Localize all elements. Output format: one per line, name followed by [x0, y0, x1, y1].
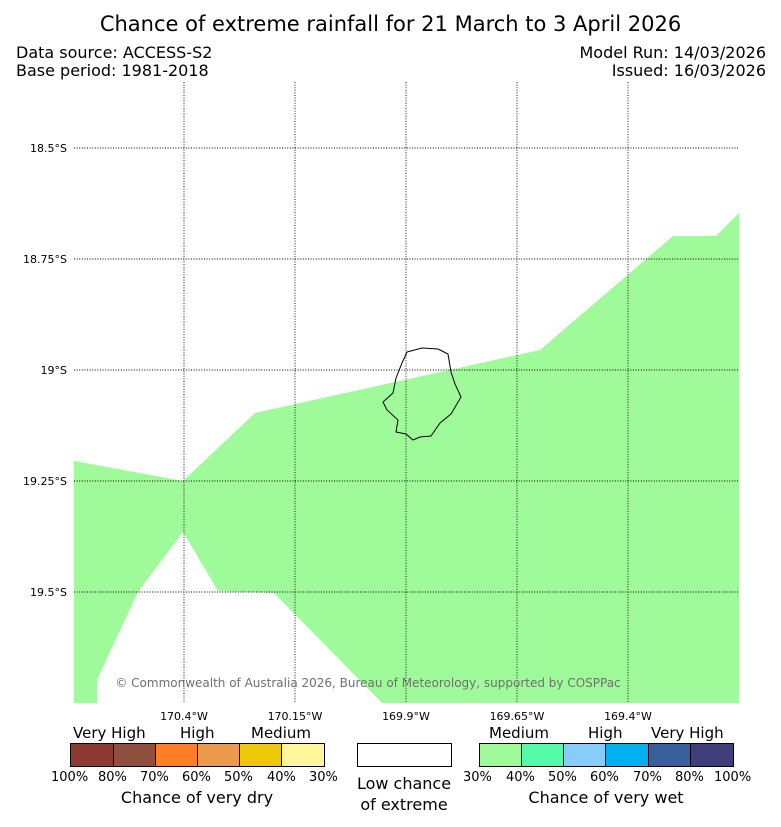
neutral-legend-title-line1: Low chance [356, 774, 452, 793]
wet-tick-60: 60% [590, 770, 619, 785]
wet-tick-80: 80% [675, 770, 704, 785]
neutral-legend-title-line2: of extreme [360, 795, 448, 814]
dry-swatch-4 [197, 743, 240, 767]
wet-swatch-2 [521, 743, 564, 767]
wet-swatch-1 [479, 743, 522, 767]
issued-label: Issued: 16/03/2026 [611, 61, 766, 80]
map-title: Chance of extreme rainfall for 21 March … [99, 12, 682, 36]
wet-group-medium: Medium [489, 724, 549, 742]
lat-label-1: 18.5°S [30, 142, 67, 155]
island-outline [382, 347, 462, 441]
wet-swatch-5 [648, 743, 691, 767]
lat-label-3: 19°S [41, 364, 67, 377]
dry-group-high: High [180, 724, 215, 742]
wet-tick-50: 50% [548, 770, 577, 785]
wet-swatch-3 [563, 743, 606, 767]
wet-tick-30: 30% [463, 770, 492, 785]
dry-tick-70: 70% [140, 770, 169, 785]
wet-swatch-4 [605, 743, 649, 767]
data-source-label: Data source: ACCESS-S2 [16, 43, 213, 62]
dry-tick-30: 30% [309, 770, 338, 785]
wet-swatch-6 [690, 743, 734, 767]
dry-tick-60: 60% [182, 770, 211, 785]
wet-tick-40: 40% [506, 770, 535, 785]
dry-tick-100: 100% [51, 770, 89, 785]
lon-label-5: 169.4°W [604, 710, 652, 723]
lat-label-4: 19.25°S [23, 475, 67, 488]
dry-swatch-3 [155, 743, 198, 767]
copyright-notice: © Commonwealth of Australia 2026, Bureau… [115, 676, 620, 690]
wet-legend-title: Chance of very wet [528, 788, 684, 807]
lon-label-3: 169.9°W [382, 710, 430, 723]
data-source-info: Data source: ACCESS-S2 Base period: 1981… [16, 44, 212, 80]
dry-swatch-1 [70, 743, 114, 767]
lon-label-2: 170.15°W [268, 710, 323, 723]
dry-tick-80: 80% [98, 770, 127, 785]
dry-tick-40: 40% [267, 770, 296, 785]
lat-label-2: 18.75°S [23, 253, 67, 266]
dry-swatch-6 [281, 743, 325, 767]
lon-label-4: 169.65°W [490, 710, 545, 723]
medium-wet-region [74, 213, 739, 703]
dry-group-very-high: Very High [73, 724, 146, 742]
dry-swatch-2 [113, 743, 156, 767]
dry-group-medium: Medium [251, 724, 311, 742]
model-run-label: Model Run: 14/03/2026 [579, 43, 767, 62]
model-run-info: Model Run: 14/03/2026 Issued: 16/03/2026 [580, 44, 767, 80]
dry-tick-50: 50% [224, 770, 253, 785]
wet-tick-70: 70% [633, 770, 662, 785]
gridlines [74, 82, 739, 703]
wet-group-high: High [588, 724, 623, 742]
dry-legend-title: Chance of very dry [120, 788, 274, 807]
dry-swatch-5 [239, 743, 282, 767]
wet-group-very-high: Very High [651, 724, 724, 742]
base-period-label: Base period: 1981-2018 [16, 61, 209, 80]
wet-tick-100: 100% [714, 770, 752, 785]
lat-label-5: 19.5°S [30, 586, 67, 599]
lon-label-1: 170.4°W [160, 710, 208, 723]
neutral-swatch [357, 743, 452, 767]
